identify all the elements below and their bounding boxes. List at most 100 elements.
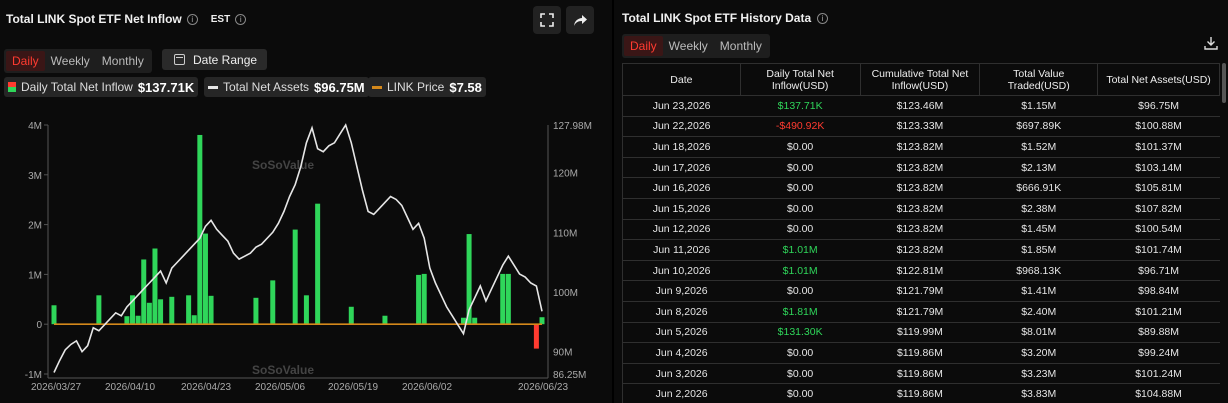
inflow-bar[interactable] xyxy=(152,248,158,325)
table-row[interactable]: Jun 17,2026 $0.00 $123.82M $2.13M $103.14M xyxy=(622,157,1220,179)
history-tab-monthly[interactable]: Monthly xyxy=(719,39,762,53)
inflow-chart[interactable]: 4M 3M 2M 1M 0 -1M 127.98M 120M 110M 100M 90M 86.25M… xyxy=(0,100,612,403)
table-row[interactable]: Jun 11,2026 $1.01M $123.82M $1.85M $101.74M xyxy=(622,239,1220,261)
history-tab-weekly[interactable]: Weekly xyxy=(668,39,708,53)
cell-daily-inflow: $131.30K xyxy=(740,322,861,344)
download-icon[interactable] xyxy=(1204,36,1218,50)
inflow-bar[interactable] xyxy=(466,234,472,325)
cell-net-assets: $98.84M xyxy=(1097,280,1220,302)
inflow-swatch-icon xyxy=(8,82,16,92)
cell-net-assets: $96.75M xyxy=(1097,95,1220,117)
table-row[interactable]: Jun 10,2026 $1.01M $122.81M $968.13K $96.71M xyxy=(622,260,1220,282)
inflow-bar[interactable] xyxy=(169,296,175,325)
history-title-row: Total LINK Spot ETF History Data i xyxy=(622,11,829,25)
legend-inflow-label: Daily Total Net Inflow xyxy=(21,80,133,94)
table-row[interactable]: Jun 15,2026 $0.00 $123.82M $2.38M $107.82M xyxy=(622,198,1220,220)
table-row[interactable]: Jun 2,2026 $0.00 $119.86M $3.83M $104.88M xyxy=(622,383,1220,403)
inflow-bar[interactable] xyxy=(421,273,427,325)
x-tick-label: 2026/06/02 xyxy=(402,382,452,393)
cell-value-traded: $2.40M xyxy=(979,301,1098,323)
cell-cumulative: $119.86M xyxy=(860,383,980,403)
legend-price[interactable]: LINK Price $7.58 xyxy=(368,77,486,97)
table-row[interactable]: Jun 22,2026 -$490.92K $123.33M $697.89K $100… xyxy=(622,116,1220,138)
inflow-bar[interactable] xyxy=(130,295,136,325)
y-left-tick-label: 2M xyxy=(28,221,42,232)
cell-date: Jun 17,2026 xyxy=(622,157,741,179)
history-title: Total LINK Spot ETF History Data xyxy=(622,11,812,25)
col-value-traded[interactable]: Total Value Traded(USD) xyxy=(979,63,1099,96)
history-info-icon[interactable]: i xyxy=(817,12,829,24)
inflow-bar[interactable] xyxy=(539,317,545,325)
table-row[interactable]: Jun 16,2026 $0.00 $123.82M $666.91K $105.81M xyxy=(622,177,1220,199)
cell-value-traded: $1.85M xyxy=(979,239,1098,261)
table-row[interactable]: Jun 9,2026 $0.00 $121.79M $1.41M $98.84M xyxy=(622,280,1220,302)
inflow-bar[interactable] xyxy=(270,280,276,325)
y-right-tick-label: 127.98M xyxy=(553,121,592,132)
col-daily-inflow[interactable]: Daily Total Net Inflow(USD) xyxy=(739,63,861,96)
inflow-bar[interactable] xyxy=(505,273,511,325)
legend-inflow[interactable]: Daily Total Net Inflow $137.71K xyxy=(4,77,199,97)
inflow-chart-panel: Total LINK Spot ETF Net Inflow i EST i D… xyxy=(0,0,612,403)
inflow-bar[interactable] xyxy=(253,297,259,325)
net-assets-line[interactable] xyxy=(53,123,543,373)
table-row[interactable]: Jun 3,2026 $0.00 $119.86M $3.23M $101.24M xyxy=(622,363,1220,385)
inflow-bar[interactable] xyxy=(202,233,208,325)
tab-weekly[interactable]: Weekly xyxy=(50,54,90,68)
cell-net-assets: $100.54M xyxy=(1097,219,1220,241)
table-header-row: Date Daily Total Net Inflow(USD) Cumulat… xyxy=(622,63,1220,96)
table-row[interactable]: Jun 18,2026 $0.00 $123.82M $1.52M $101.37M xyxy=(622,136,1220,158)
table-row[interactable]: Jun 4,2026 $0.00 $119.86M $3.20M $99.24M xyxy=(622,342,1220,364)
inflow-bar[interactable] xyxy=(348,306,354,325)
cell-value-traded: $1.15M xyxy=(979,95,1098,117)
fullscreen-icon[interactable] xyxy=(533,6,561,34)
inflow-bar[interactable] xyxy=(382,315,388,325)
timezone-info-icon[interactable]: i xyxy=(235,13,247,25)
col-net-assets[interactable]: Total Net Assets(USD) xyxy=(1097,63,1220,96)
inflow-bar[interactable] xyxy=(135,315,141,325)
legend-assets-label: Total Net Assets xyxy=(223,80,310,94)
inflow-bar[interactable] xyxy=(186,295,192,325)
watermark-text: SoSoValue xyxy=(252,363,314,377)
inflow-bar[interactable] xyxy=(472,317,478,325)
inflow-bar[interactable] xyxy=(208,295,214,325)
inflow-bar[interactable] xyxy=(500,273,506,325)
cell-value-traded: $697.89K xyxy=(979,116,1098,138)
table-scrollbar[interactable] xyxy=(1222,63,1226,103)
col-date[interactable]: Date xyxy=(622,63,741,96)
date-range-button[interactable]: Date Range xyxy=(162,49,267,70)
inflow-bar[interactable] xyxy=(533,324,539,349)
cell-date: Jun 9,2026 xyxy=(622,280,741,302)
cell-cumulative: $122.81M xyxy=(860,260,980,282)
inflow-bar[interactable] xyxy=(96,295,102,325)
table-row[interactable]: Jun 12,2026 $0.00 $123.82M $1.45M $100.54M xyxy=(622,219,1220,241)
tab-monthly[interactable]: Monthly xyxy=(101,54,144,68)
inflow-bar[interactable] xyxy=(315,203,321,325)
inflow-bar[interactable] xyxy=(197,134,203,325)
inflow-bar[interactable] xyxy=(141,259,147,325)
inflow-bar[interactable] xyxy=(416,274,422,325)
timezone-label: EST xyxy=(210,13,231,25)
inflow-bar[interactable] xyxy=(191,315,197,325)
inflow-bar[interactable] xyxy=(124,316,130,325)
inflow-bar[interactable] xyxy=(292,229,298,325)
cell-cumulative: $123.46M xyxy=(860,95,980,117)
history-tab-daily[interactable]: Daily xyxy=(624,36,663,56)
inflow-bar[interactable] xyxy=(303,295,309,325)
table-row[interactable]: Jun 23,2026 $137.71K $123.46M $1.15M $96.75M xyxy=(622,95,1220,117)
inflow-bar[interactable] xyxy=(158,299,164,325)
col-cumulative-inflow[interactable]: Cumulative Total Net Inflow(USD) xyxy=(859,63,981,96)
tab-daily[interactable]: Daily xyxy=(6,51,45,71)
x-tick-label: 2026/05/19 xyxy=(328,382,378,393)
info-icon[interactable]: i xyxy=(186,13,198,25)
cell-daily-inflow: $0.00 xyxy=(740,342,861,364)
inflow-bar[interactable] xyxy=(460,317,466,325)
share-icon[interactable] xyxy=(566,6,594,34)
table-row[interactable]: Jun 5,2026 $131.30K $119.99M $8.01M $89.88M xyxy=(622,322,1220,344)
legend-assets[interactable]: Total Net Assets $96.75M xyxy=(204,77,369,97)
inflow-bar[interactable] xyxy=(51,305,57,325)
y-left-tick-label: 4M xyxy=(28,121,42,132)
inflow-bar[interactable] xyxy=(146,302,152,325)
cell-date: Jun 4,2026 xyxy=(622,342,741,364)
cell-net-assets: $104.88M xyxy=(1097,383,1220,403)
table-row[interactable]: Jun 8,2026 $1.81M $121.79M $2.40M $101.21M xyxy=(622,301,1220,323)
